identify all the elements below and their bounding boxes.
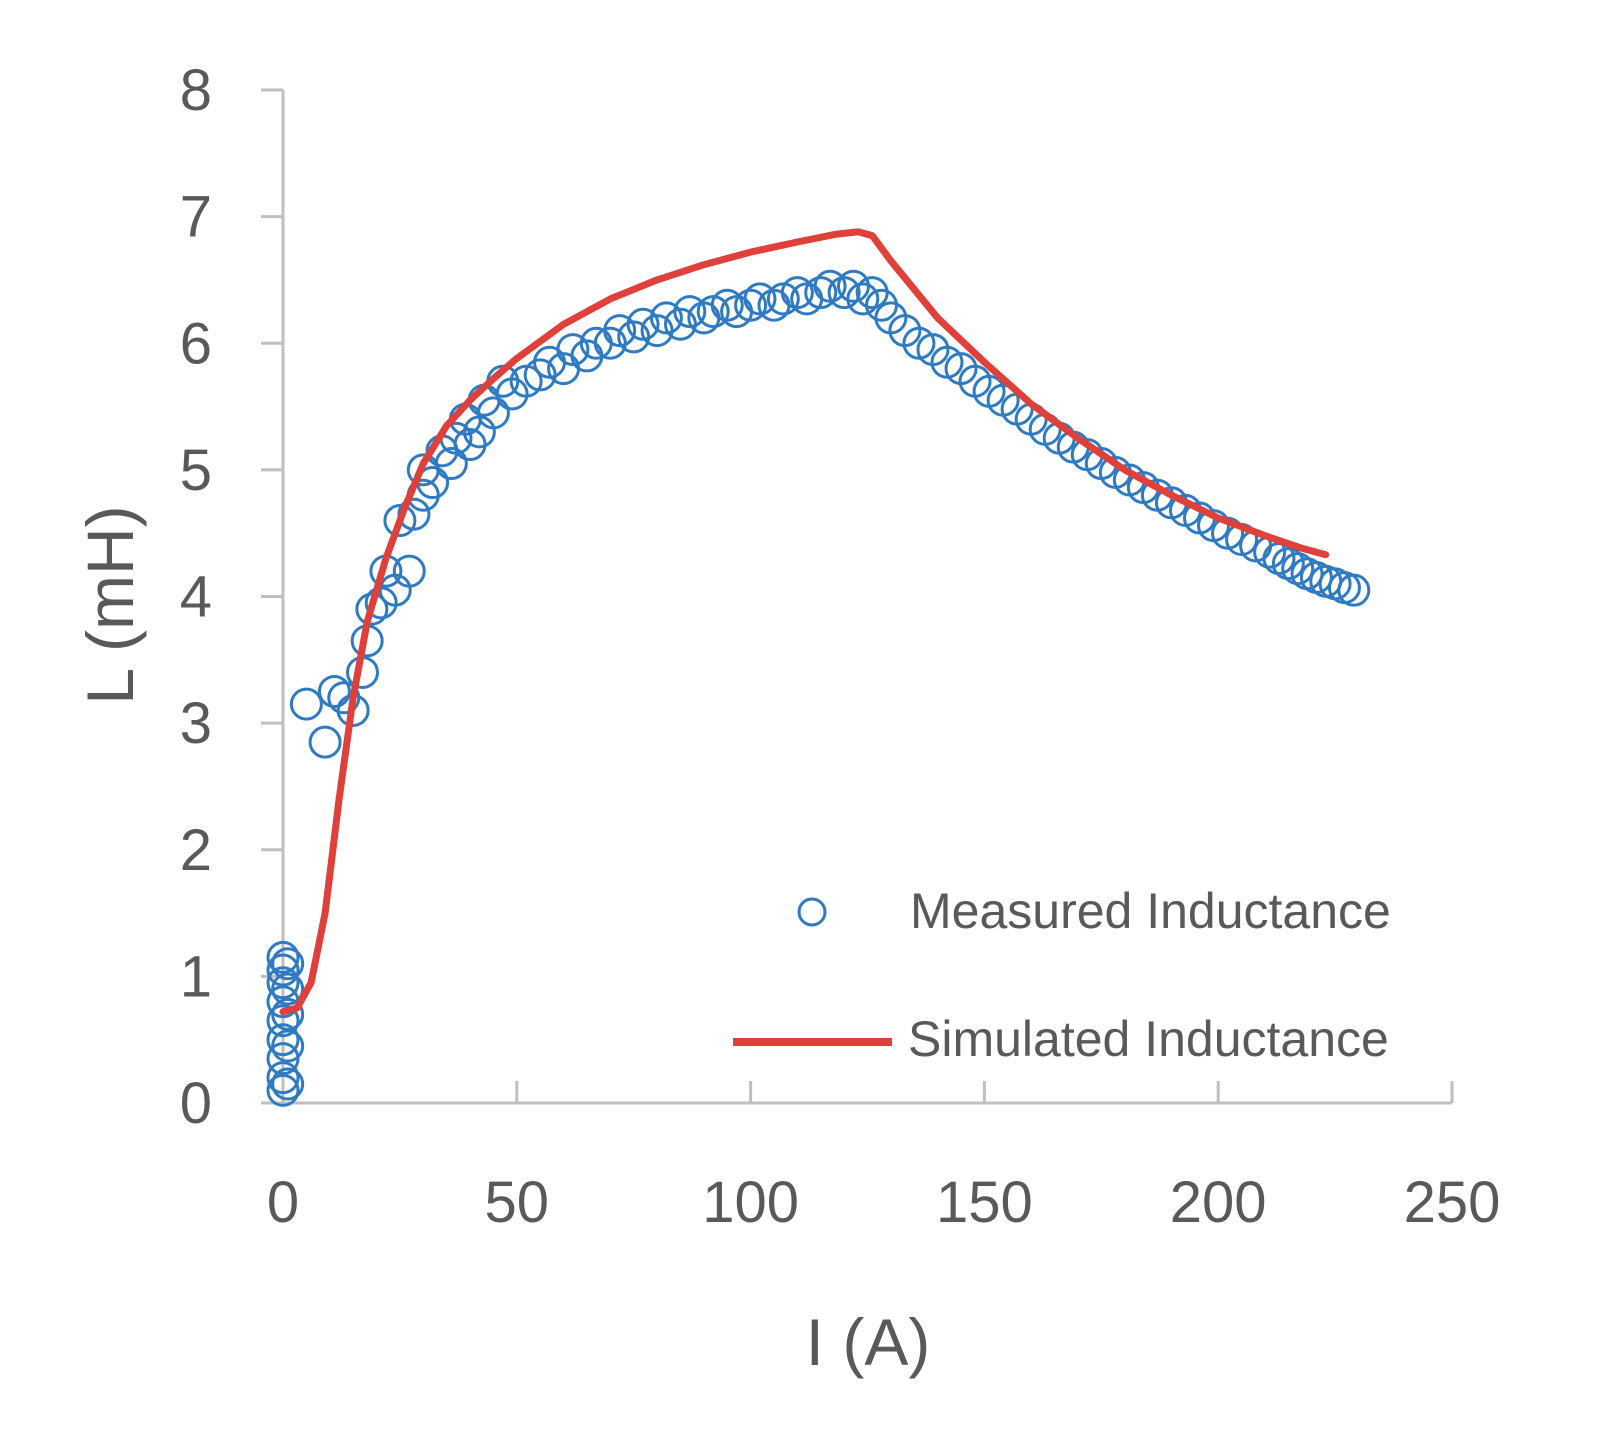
legend: Measured Inductance Simulated Inductance (733, 883, 1391, 1067)
x-axis: 0 50 100 150 200 250 (267, 1081, 1501, 1235)
measured-point (317, 674, 351, 708)
y-tick-label: 6 (180, 311, 212, 376)
measured-point (271, 972, 305, 1006)
measured-point (1337, 573, 1371, 607)
measured-point (734, 288, 768, 322)
measured-point (804, 276, 838, 310)
measured-point (266, 1004, 300, 1038)
measured-point (434, 447, 468, 481)
y-tick-label: 7 (180, 185, 212, 250)
measured-point (266, 1073, 300, 1107)
measured-point (266, 940, 300, 974)
legend-item-simulated: Simulated Inductance (733, 1011, 1389, 1067)
measured-point (266, 953, 300, 987)
x-tick-label: 50 (485, 1170, 550, 1235)
x-axis-title: I (A) (806, 1305, 931, 1379)
y-tick-label: 4 (180, 565, 212, 630)
series-measured (266, 269, 1371, 1107)
measured-point (846, 282, 880, 316)
measured-point (780, 276, 814, 310)
y-tick-label: 2 (180, 818, 212, 883)
legend-label-measured: Measured Inductance (910, 883, 1391, 939)
y-tick-label: 3 (180, 691, 212, 756)
legend-marker-measured (797, 897, 827, 927)
y-tick-label: 1 (180, 944, 212, 1009)
measured-point (827, 276, 861, 310)
measured-point (289, 687, 323, 721)
y-tick-label: 0 (180, 1071, 212, 1136)
measured-point (266, 1061, 300, 1095)
y-axis-title: L (mH) (73, 505, 147, 704)
measured-point (476, 396, 510, 430)
measured-point (271, 997, 305, 1031)
legend-item-measured: Measured Inductance (797, 883, 1391, 939)
measured-point (308, 725, 342, 759)
y-tick-label: 5 (180, 438, 212, 503)
measured-point (710, 288, 744, 322)
measured-point (266, 1023, 300, 1057)
simulated-line (279, 228, 1330, 1016)
measured-point (392, 554, 426, 588)
x-tick-label: 150 (936, 1170, 1033, 1235)
legend-label-simulated: Simulated Inductance (908, 1011, 1389, 1067)
measured-point (271, 1029, 305, 1063)
measured-point (271, 947, 305, 981)
plot-area (266, 228, 1371, 1107)
measured-point (266, 966, 300, 1000)
x-tick-label: 0 (267, 1170, 299, 1235)
y-axis: 0 1 2 3 4 5 6 7 8 (180, 58, 285, 1136)
x-tick-label: 200 (1170, 1170, 1267, 1235)
measured-point (271, 1067, 305, 1101)
x-tick-label: 100 (702, 1170, 799, 1235)
y-tick-label: 8 (180, 58, 212, 123)
x-tick-label: 250 (1404, 1170, 1501, 1235)
